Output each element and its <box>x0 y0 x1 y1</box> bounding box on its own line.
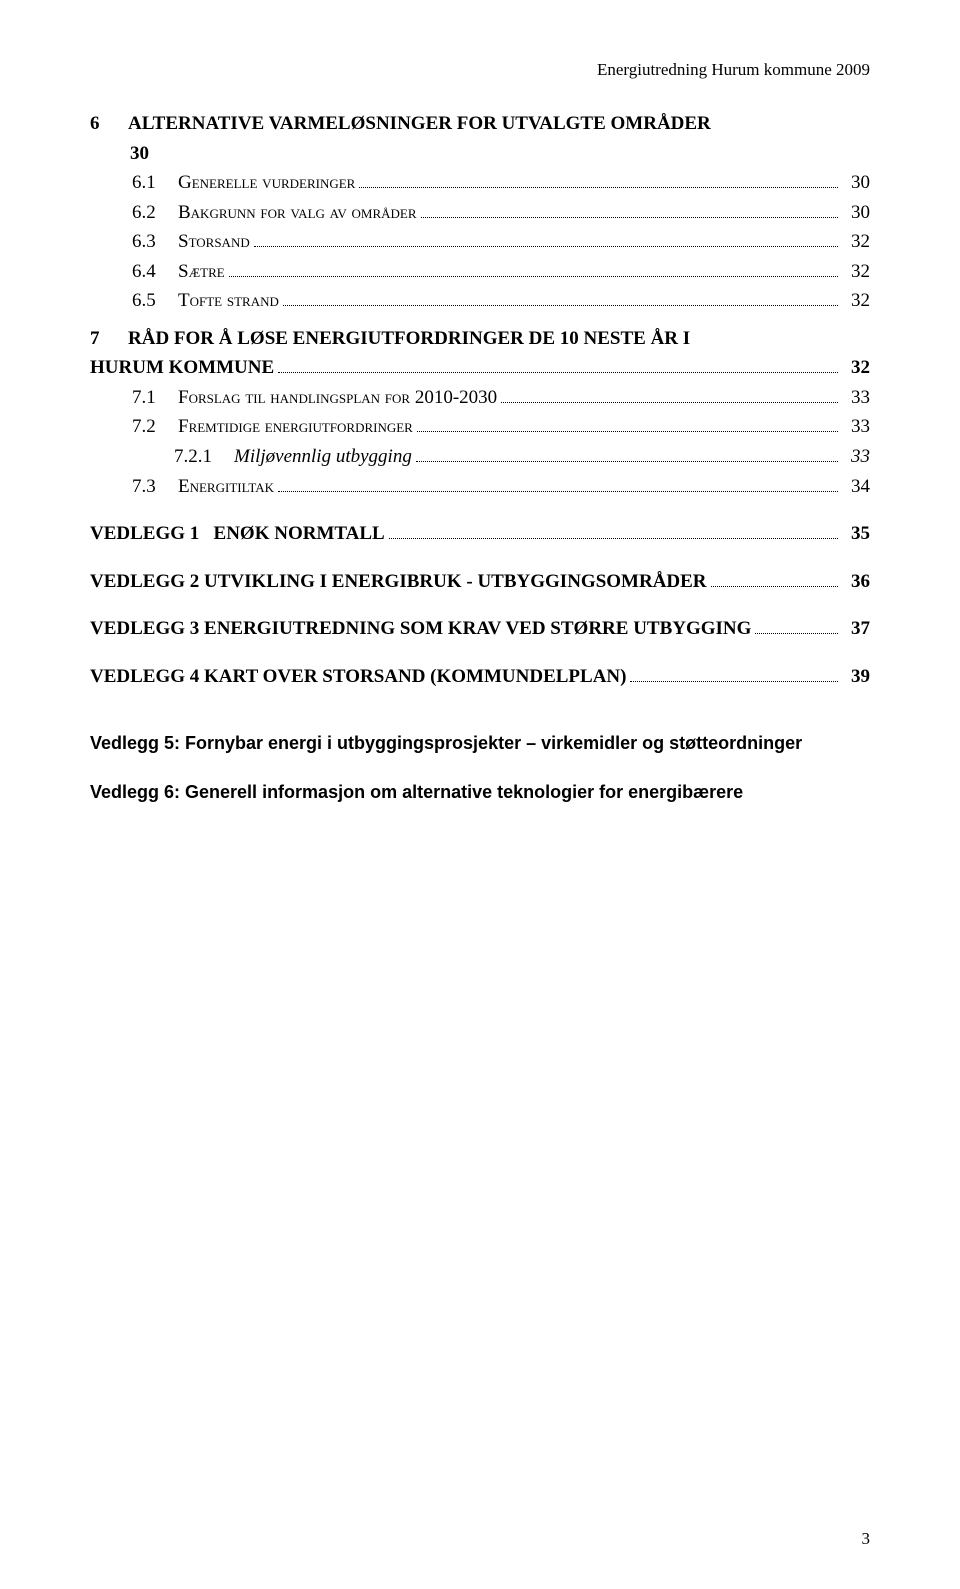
toc-entry: 7.2 Fremtidige energiutfordringer 33 <box>90 413 870 441</box>
toc-leader-dots <box>254 229 838 247</box>
toc-chapter-6: 6 ALTERNATIVE VARMELØSNINGER FOR UTVALGT… <box>90 110 870 138</box>
toc-label: Forslag til handlingsplan for 2010-2030 <box>178 384 497 412</box>
toc-num: 6.1 <box>132 169 178 197</box>
toc-page: 30 <box>842 199 870 227</box>
toc-page: 33 <box>842 384 870 412</box>
toc-page: 30 <box>842 169 870 197</box>
toc-leader-dots <box>630 664 838 682</box>
toc-entry: 7.1 Forslag til handlingsplan for 2010-2… <box>90 384 870 412</box>
toc-page: 33 <box>842 443 870 471</box>
toc-label: VEDLEGG 1 ENØK NORMTALL <box>90 520 385 548</box>
toc-leader-dots <box>711 569 838 587</box>
toc-num: 6 <box>90 110 128 138</box>
toc-label: ALTERNATIVE VARMELØSNINGER FOR UTVALGTE … <box>128 110 711 138</box>
toc-leader-dots <box>229 259 838 277</box>
document-page: Energiutredning Hurum kommune 2009 6 ALT… <box>0 0 960 1589</box>
page-header: Energiutredning Hurum kommune 2009 <box>90 60 870 80</box>
page-number: 3 <box>862 1529 871 1549</box>
toc-subentry: 7.2.1 Miljøvennlig utbygging 33 <box>90 443 870 471</box>
toc-label: VEDLEGG 3 ENERGIUTREDNING SOM KRAV VED S… <box>90 615 751 643</box>
toc-leader-dots <box>417 414 838 432</box>
toc-entry: 6.2 Bakgrunn for valg av områder 30 <box>90 199 870 227</box>
toc-page: 35 <box>842 520 870 548</box>
toc-entry: 6.4 Sætre 32 <box>90 258 870 286</box>
toc-chapter-6-wrap: 30 <box>130 140 870 168</box>
toc-leader-dots <box>755 616 838 634</box>
toc-label: VEDLEGG 4 KART OVER STORSAND (KOMMUNDELP… <box>90 663 626 691</box>
toc-appendix: VEDLEGG 2 UTVIKLING I ENERGIBRUK - UTBYG… <box>90 568 870 596</box>
toc-leader-dots <box>389 521 838 539</box>
toc-label: Storsand <box>178 228 250 256</box>
toc-num: 7.3 <box>132 473 178 501</box>
toc-entry: 6.1 Generelle vurderinger 30 <box>90 169 870 197</box>
toc-page: 36 <box>842 568 870 596</box>
toc-page: 32 <box>842 287 870 315</box>
toc-leader-dots <box>278 473 838 491</box>
toc-page: 34 <box>842 473 870 501</box>
toc-page: 32 <box>842 228 870 256</box>
toc-leader-dots <box>283 288 838 306</box>
toc-label: Fremtidige energiutfordringer <box>178 413 413 441</box>
toc-chapter-7-line2: HURUM KOMMUNE 32 <box>90 354 870 382</box>
toc-num: 7.2 <box>132 413 178 441</box>
toc-entry: 6.5 Tofte strand 32 <box>90 287 870 315</box>
toc-entry: 6.3 Storsand 32 <box>90 228 870 256</box>
toc-label: Tofte strand <box>178 287 279 315</box>
toc-label: VEDLEGG 2 UTVIKLING I ENERGIBRUK - UTBYG… <box>90 568 707 596</box>
toc-page: 33 <box>842 413 870 441</box>
toc-label: Generelle vurderinger <box>178 169 355 197</box>
toc-page: 39 <box>842 663 870 691</box>
toc-label: Energitiltak <box>178 473 274 501</box>
toc-page: 32 <box>842 354 870 382</box>
appendix-6-text: Vedlegg 6: Generell informasjon om alter… <box>90 779 870 806</box>
appendix-5-text: Vedlegg 5: Fornybar energi i utbyggingsp… <box>90 730 870 757</box>
toc-label: RÅD FOR Å LØSE ENERGIUTFORDRINGER DE 10 … <box>128 325 690 353</box>
toc-num: 6.3 <box>132 228 178 256</box>
toc-num: 6.4 <box>132 258 178 286</box>
toc-label: Sætre <box>178 258 225 286</box>
toc-num: 7 <box>90 325 128 353</box>
toc-num: 6.5 <box>132 287 178 315</box>
toc-leader-dots <box>416 444 838 462</box>
toc-num: 7.1 <box>132 384 178 412</box>
toc-entry: 7.3 Energitiltak 34 <box>90 473 870 501</box>
toc-leader-dots <box>501 385 838 403</box>
toc-leader-dots <box>278 355 838 373</box>
toc-num: 6.2 <box>132 199 178 227</box>
toc-appendix: VEDLEGG 3 ENERGIUTREDNING SOM KRAV VED S… <box>90 615 870 643</box>
toc-leader-dots <box>421 200 839 218</box>
toc-appendix: VEDLEGG 1 ENØK NORMTALL 35 <box>90 520 870 548</box>
toc-page: 32 <box>842 258 870 286</box>
toc-label: HURUM KOMMUNE <box>90 354 274 382</box>
toc-num: 7.2.1 <box>174 443 234 471</box>
toc-leader-dots <box>359 170 838 188</box>
toc-page: 37 <box>842 615 870 643</box>
toc-label: Bakgrunn for valg av områder <box>178 199 417 227</box>
toc-appendix: VEDLEGG 4 KART OVER STORSAND (KOMMUNDELP… <box>90 663 870 691</box>
toc-label: Miljøvennlig utbygging <box>234 443 412 471</box>
toc-chapter-7: 7 RÅD FOR Å LØSE ENERGIUTFORDRINGER DE 1… <box>90 325 870 353</box>
